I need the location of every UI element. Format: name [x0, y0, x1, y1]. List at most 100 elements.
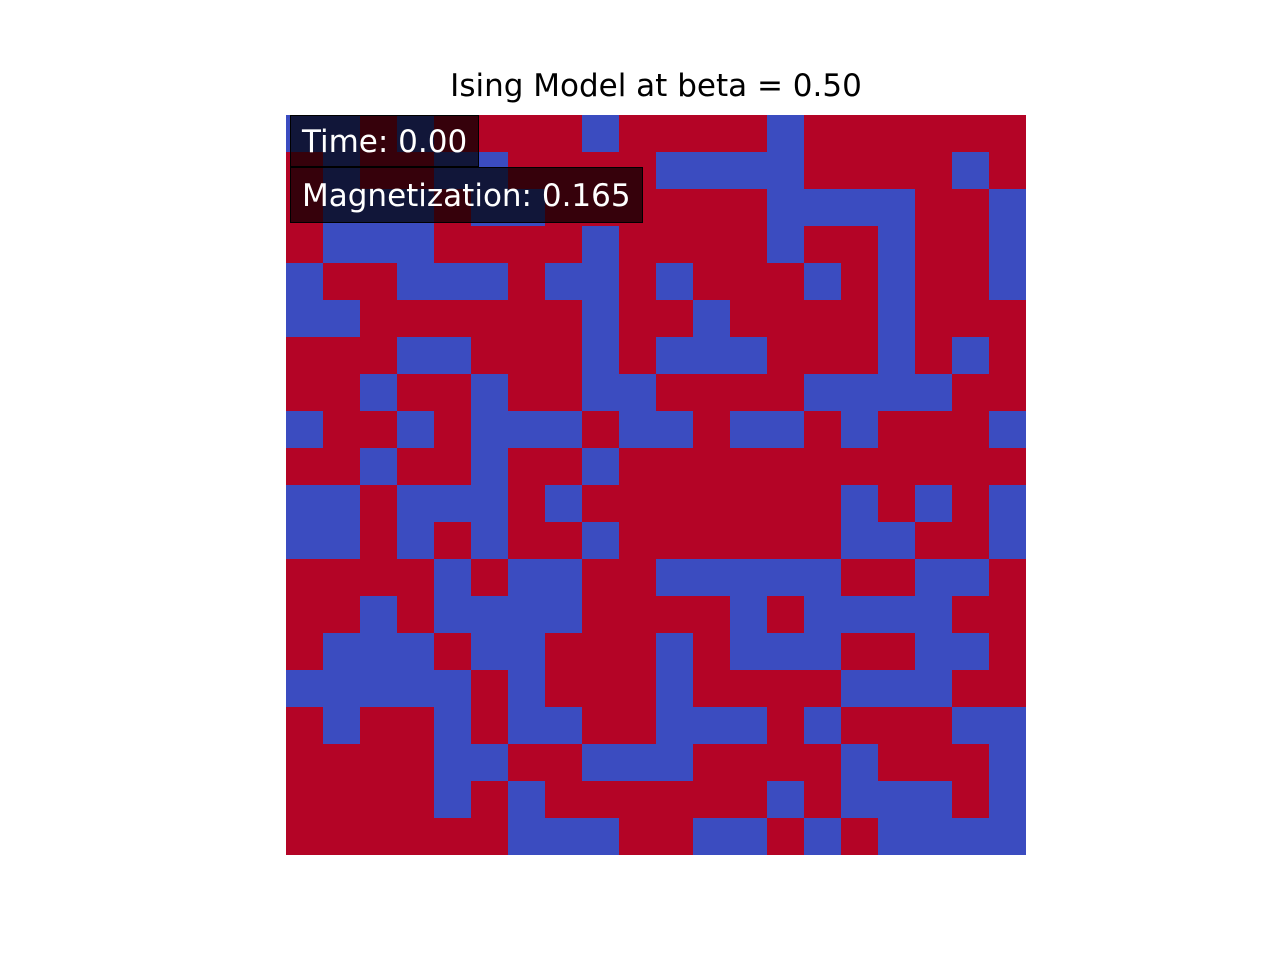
spin-up-cell — [656, 818, 694, 855]
spin-up-cell — [915, 300, 953, 338]
spin-down-cell — [841, 522, 879, 560]
spin-down-cell — [804, 263, 842, 301]
spin-down-cell — [323, 485, 361, 523]
spin-up-cell — [323, 448, 361, 486]
spin-down-cell — [804, 374, 842, 412]
spin-up-cell — [619, 522, 657, 560]
spin-up-cell — [952, 411, 990, 449]
spin-down-cell — [471, 263, 509, 301]
spin-up-cell — [619, 559, 657, 597]
spin-down-cell — [915, 596, 953, 634]
spin-up-cell — [619, 596, 657, 634]
spin-up-cell — [508, 337, 546, 375]
spin-down-cell — [915, 374, 953, 412]
spin-up-cell — [619, 263, 657, 301]
spin-down-cell — [471, 485, 509, 523]
spin-up-cell — [915, 522, 953, 560]
spin-down-cell — [841, 781, 879, 819]
spin-up-cell — [915, 411, 953, 449]
spin-down-cell — [767, 226, 805, 264]
spin-down-cell — [434, 337, 472, 375]
spin-up-cell — [619, 818, 657, 855]
spin-lattice-heatmap — [286, 115, 1026, 855]
spin-up-cell — [693, 744, 731, 782]
spin-down-cell — [360, 226, 398, 264]
spin-up-cell — [656, 226, 694, 264]
spin-down-cell — [952, 152, 990, 190]
spin-down-cell — [582, 300, 620, 338]
spin-down-cell — [323, 707, 361, 745]
spin-down-cell — [545, 411, 583, 449]
spin-down-cell — [841, 744, 879, 782]
spin-down-cell — [878, 263, 916, 301]
spin-up-cell — [804, 744, 842, 782]
spin-down-cell — [656, 263, 694, 301]
spin-up-cell — [619, 337, 657, 375]
spin-up-cell — [656, 522, 694, 560]
spin-down-cell — [508, 707, 546, 745]
spin-up-cell — [471, 559, 509, 597]
spin-down-cell — [286, 485, 324, 523]
spin-down-cell — [952, 818, 990, 855]
spin-down-cell — [360, 448, 398, 486]
spin-down-cell — [545, 485, 583, 523]
spin-up-cell — [545, 633, 583, 671]
spin-down-cell — [767, 559, 805, 597]
spin-down-cell — [804, 596, 842, 634]
spin-down-cell — [471, 448, 509, 486]
spin-down-cell — [878, 300, 916, 338]
spin-up-cell — [619, 781, 657, 819]
spin-up-cell — [878, 633, 916, 671]
spin-up-cell — [656, 485, 694, 523]
spin-down-cell — [989, 263, 1026, 301]
spin-down-cell — [952, 559, 990, 597]
spin-down-cell — [397, 337, 435, 375]
spin-up-cell — [582, 411, 620, 449]
spin-up-cell — [582, 633, 620, 671]
spin-down-cell — [286, 411, 324, 449]
spin-down-cell — [656, 337, 694, 375]
spin-up-cell — [915, 226, 953, 264]
spin-up-cell — [508, 115, 546, 153]
spin-up-cell — [656, 596, 694, 634]
spin-up-cell — [730, 781, 768, 819]
spin-up-cell — [619, 226, 657, 264]
spin-up-cell — [656, 448, 694, 486]
spin-up-cell — [767, 522, 805, 560]
spin-down-cell — [656, 744, 694, 782]
spin-down-cell — [730, 559, 768, 597]
spin-up-cell — [804, 300, 842, 338]
spin-up-cell — [471, 818, 509, 855]
spin-up-cell — [804, 411, 842, 449]
spin-up-cell — [693, 522, 731, 560]
spin-up-cell — [841, 226, 879, 264]
spin-up-cell — [582, 559, 620, 597]
spin-down-cell — [656, 670, 694, 708]
spin-down-cell — [878, 522, 916, 560]
chart-title: Ising Model at beta = 0.50 — [450, 68, 862, 104]
spin-down-cell — [730, 337, 768, 375]
spin-down-cell — [841, 485, 879, 523]
spin-down-cell — [508, 670, 546, 708]
spin-up-cell — [989, 300, 1026, 338]
spin-up-cell — [434, 300, 472, 338]
spin-up-cell — [878, 559, 916, 597]
spin-up-cell — [360, 744, 398, 782]
magnetization-readout: Magnetization: 0.165 — [290, 167, 643, 223]
spin-up-cell — [360, 818, 398, 855]
spin-down-cell — [582, 374, 620, 412]
spin-up-cell — [804, 115, 842, 153]
spin-up-cell — [952, 448, 990, 486]
spin-up-cell — [619, 300, 657, 338]
spin-up-cell — [545, 781, 583, 819]
spin-down-cell — [508, 633, 546, 671]
spin-up-cell — [730, 374, 768, 412]
spin-up-cell — [767, 374, 805, 412]
spin-up-cell — [878, 485, 916, 523]
spin-down-cell — [952, 707, 990, 745]
spin-up-cell — [804, 448, 842, 486]
spin-down-cell — [545, 559, 583, 597]
spin-up-cell — [397, 707, 435, 745]
spin-up-cell — [952, 670, 990, 708]
spin-up-cell — [656, 781, 694, 819]
